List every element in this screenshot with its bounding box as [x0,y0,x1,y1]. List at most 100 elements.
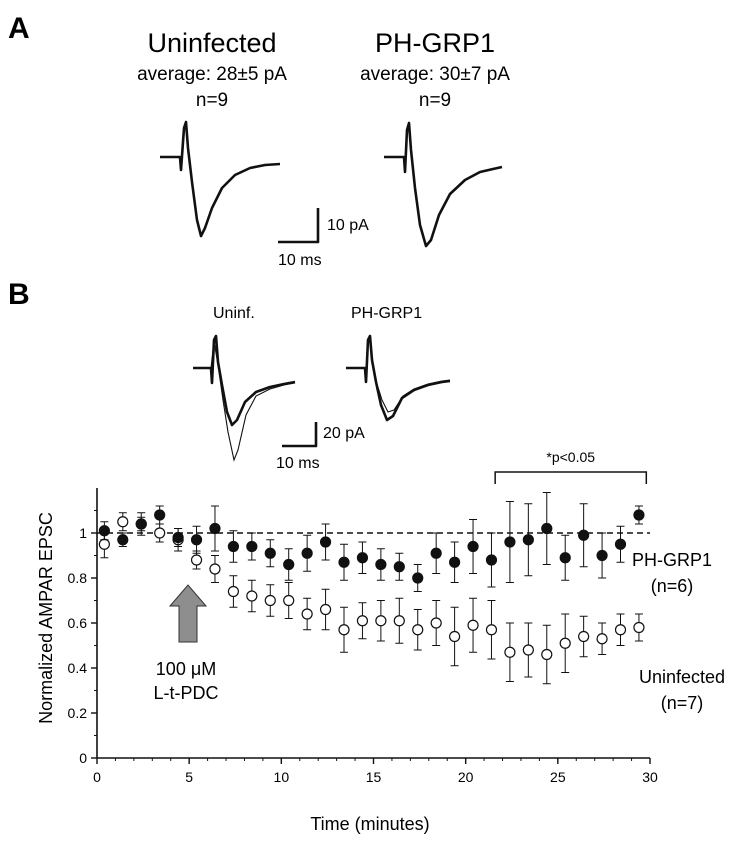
data-point [227,540,240,553]
panel-a-uninfected-n: n=9 [196,90,228,111]
series-label-uninfected: Uninfected [639,667,725,687]
panel-b-scalebar-y-label: 20 pA [323,425,365,442]
significance-bracket-group: *p<0.05 [494,449,648,484]
panel-b-phgrp1-trace-drug [369,337,451,413]
data-point [504,646,516,658]
data-point [522,534,534,546]
data-point [504,536,516,548]
panel-a-phgrp1-average: average: 30±7 pA [360,64,510,85]
data-point [283,558,295,571]
drug-label-name: L-t-PDC [153,683,218,703]
data-point [209,522,221,535]
x-tick-label: 20 [458,769,474,785]
data-point [301,547,313,559]
data-point [227,585,240,598]
panel-a-phgrp1-trace [384,121,503,248]
panel-b-trace-label-phgrp1: PH-GRP1 [351,305,422,322]
data-point [541,522,553,535]
data-point [467,619,479,631]
data-point [356,552,369,564]
series-label-uninfected-n: (n=7) [661,693,704,713]
drug-label-concentration: 100 μM [156,659,216,679]
data-point [449,630,461,643]
panel-b-phgrp1-trace-baseline [346,334,451,422]
data-point [246,540,258,553]
panel-b-scalebar [282,422,318,448]
chart-series [98,492,645,685]
data-point [338,624,350,636]
panel-a-letter: A [8,12,30,45]
data-point [117,534,129,546]
data-point [430,617,442,629]
x-tick-label: 10 [274,769,290,785]
data-point [264,594,276,607]
x-tick-label: 25 [550,769,566,785]
series-ph-grp1 [98,492,645,592]
data-point [117,516,129,528]
data-point [449,556,461,568]
data-point [190,554,203,566]
data-point [301,608,313,620]
data-point [375,615,387,627]
panel-a-scalebar-y-label: 10 pA [327,217,369,234]
panel-a-uninfected-title: Uninfected [147,28,276,58]
data-point [154,509,166,521]
data-point [283,594,295,607]
data-point [412,572,424,584]
data-point [541,648,553,661]
data-point [614,538,627,550]
x-tick-label: 0 [93,769,101,785]
data-point [209,563,221,575]
data-point [319,603,332,616]
data-point [578,529,590,541]
x-tick-label: 30 [642,769,658,785]
data-point [467,540,479,553]
data-point [356,615,369,627]
panel-a-uninfected-average: average: 28±5 pA [137,64,287,85]
panel-a-phgrp1-n: n=9 [419,90,451,111]
x-tick-label: 5 [185,769,193,785]
data-point [485,624,498,636]
panel-b-trace-label-uninf: Uninf. [213,305,255,322]
data-point [172,531,184,544]
panel-a-uninfected-trace [160,120,281,238]
y-tick-label: 1 [79,525,87,541]
data-point [154,527,166,539]
chart-axes: 0 5 10 15 20 25 30 0 0.2 0.4 0.6 0.8 1 [68,488,658,785]
series-label-phgrp1: PH-GRP1 [632,550,712,570]
data-point [393,561,405,573]
data-point [430,547,442,559]
data-point [98,525,110,537]
data-point [393,615,405,627]
data-point [614,624,627,636]
panel-a-phgrp1-title: PH-GRP1 [375,28,495,58]
significance-bracket [494,471,648,484]
y-axis-title: Normalized AMPAR EPSC [36,512,56,724]
panel-a-scalebar [278,208,320,244]
data-point [190,534,203,546]
panel-a-scalebar-x-label: 10 ms [278,252,322,269]
y-tick-label: 0 [79,750,87,766]
data-point [338,556,350,568]
y-tick-label: 0.2 [68,705,88,721]
data-point [522,644,534,656]
series-label-phgrp1-n: (n=6) [651,576,694,596]
data-point [246,590,258,602]
y-tick-label: 0.4 [68,660,88,676]
drug-application-arrow [168,584,208,643]
data-point [633,621,645,634]
panel-b-uninf-trace-drug [210,340,296,462]
data-point [412,624,424,636]
significance-label: *p<0.05 [546,449,595,465]
y-tick-label: 0.6 [68,615,88,631]
data-point [135,518,147,530]
data-point [485,554,498,566]
data-point [319,536,332,548]
data-point [596,633,608,645]
data-point [264,547,276,559]
data-point [98,538,110,550]
x-tick-label: 15 [366,769,382,785]
data-point [559,552,571,564]
panel-b-uninf-trace-baseline [193,334,296,427]
